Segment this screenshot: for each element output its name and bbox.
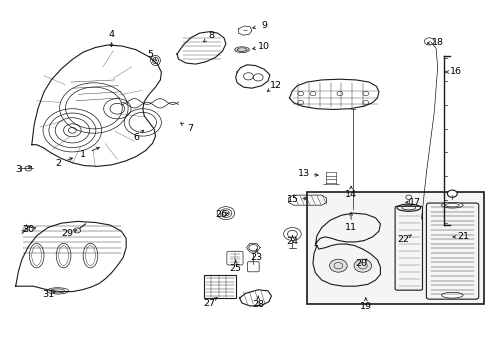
Circle shape [362,100,368,105]
Text: 24: 24 [286,238,298,246]
Text: 28: 28 [252,300,264,309]
Bar [204,275,236,298]
Text: 27: 27 [203,299,215,307]
Text: 1: 1 [80,150,86,159]
Circle shape [297,91,303,96]
Ellipse shape [441,202,462,208]
Text: 23: 23 [250,253,262,262]
Text: 17: 17 [408,198,420,207]
Text: 29: 29 [61,229,73,238]
Text: 15: 15 [286,195,298,204]
Text: 31: 31 [42,290,54,299]
Text: 9: 9 [261,21,266,30]
Text: 5: 5 [147,50,153,59]
Text: 30: 30 [22,225,34,234]
Text: 11: 11 [345,223,356,232]
Circle shape [405,195,411,199]
Text: 3: 3 [16,165,21,174]
Text: 7: 7 [186,124,192,133]
Text: 18: 18 [431,38,443,47]
Ellipse shape [441,292,462,298]
Text: 25: 25 [229,264,241,273]
Circle shape [297,100,303,105]
Text: 19: 19 [359,302,371,311]
Text: 4: 4 [108,30,114,39]
Text: 16: 16 [449,68,461,77]
Bar [306,192,483,304]
Circle shape [353,259,371,272]
Text: 12: 12 [270,81,282,90]
Text: 22: 22 [397,235,408,244]
Text: 13: 13 [298,169,309,178]
Circle shape [362,91,368,96]
Text: 8: 8 [208,31,214,40]
Text: 21: 21 [457,233,468,241]
Text: 14: 14 [345,190,356,199]
Text: 6: 6 [133,133,139,142]
Text: 20: 20 [354,259,366,268]
Circle shape [447,190,456,197]
Text: 26: 26 [215,210,226,219]
Text: 2: 2 [56,159,61,168]
Circle shape [336,91,342,96]
Circle shape [309,91,315,96]
Text: 10: 10 [258,42,269,51]
Circle shape [329,259,346,272]
